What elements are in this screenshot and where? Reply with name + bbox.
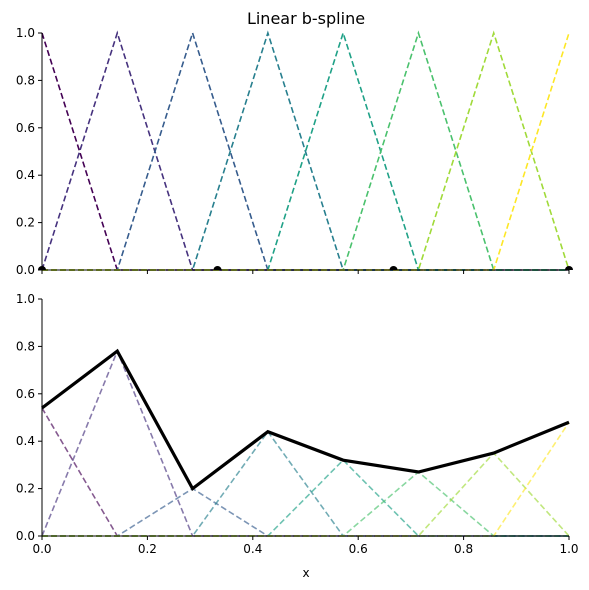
y-tick-label: 0.0 bbox=[16, 263, 35, 277]
basis-function-4 bbox=[42, 459, 569, 537]
x-tick-label: 0.2 bbox=[138, 542, 157, 556]
y-tick-label: 0.8 bbox=[16, 73, 35, 87]
y-tick-label: 0.2 bbox=[16, 216, 35, 230]
basis-plot-panel: 0.0 0.2 0.4 0.6 0.8 1.0 bbox=[16, 26, 573, 277]
y-tick-label: 0.6 bbox=[16, 121, 35, 135]
y-tick-label: 0.2 bbox=[16, 482, 35, 496]
x-tick-label: 0.8 bbox=[454, 542, 473, 556]
knot-marker-3 bbox=[565, 266, 573, 270]
basis-function-5 bbox=[42, 470, 569, 537]
x-tick-label: 1.0 bbox=[559, 542, 578, 556]
y-tick-label: 0.4 bbox=[16, 168, 35, 182]
x-tick-label: 0.4 bbox=[243, 542, 262, 556]
y-tick-label: 0.6 bbox=[16, 387, 35, 401]
y-tick-label: 0.0 bbox=[16, 529, 35, 543]
y-tick-label: 1.0 bbox=[16, 26, 35, 40]
chart-title: Linear b-spline bbox=[247, 9, 365, 28]
knot-marker-1 bbox=[213, 266, 222, 270]
knot-marker-2 bbox=[389, 266, 398, 270]
basis-function-3 bbox=[42, 30, 569, 271]
x-tick-label: 0.0 bbox=[32, 542, 51, 556]
x-tick-label: 0.6 bbox=[349, 542, 368, 556]
y-tick-label: 1.0 bbox=[16, 292, 35, 306]
spline-plot-panel: 0.0 0.2 0.4 0.6 0.8 1.0 0.0 0.2 0.4 0.6 0.8 1.0 bbox=[16, 292, 579, 556]
basis-function-6 bbox=[42, 451, 570, 537]
basis-function-0 bbox=[41, 407, 569, 537]
basis-function-1 bbox=[41, 349, 569, 537]
basis-function-2 bbox=[42, 487, 569, 537]
y-tick-label: 0.8 bbox=[16, 339, 35, 353]
y-tick-label: 0.4 bbox=[16, 434, 35, 448]
basis-function-7 bbox=[42, 421, 570, 537]
spline-curve bbox=[41, 348, 570, 491]
x-axis-label: x bbox=[302, 566, 309, 580]
